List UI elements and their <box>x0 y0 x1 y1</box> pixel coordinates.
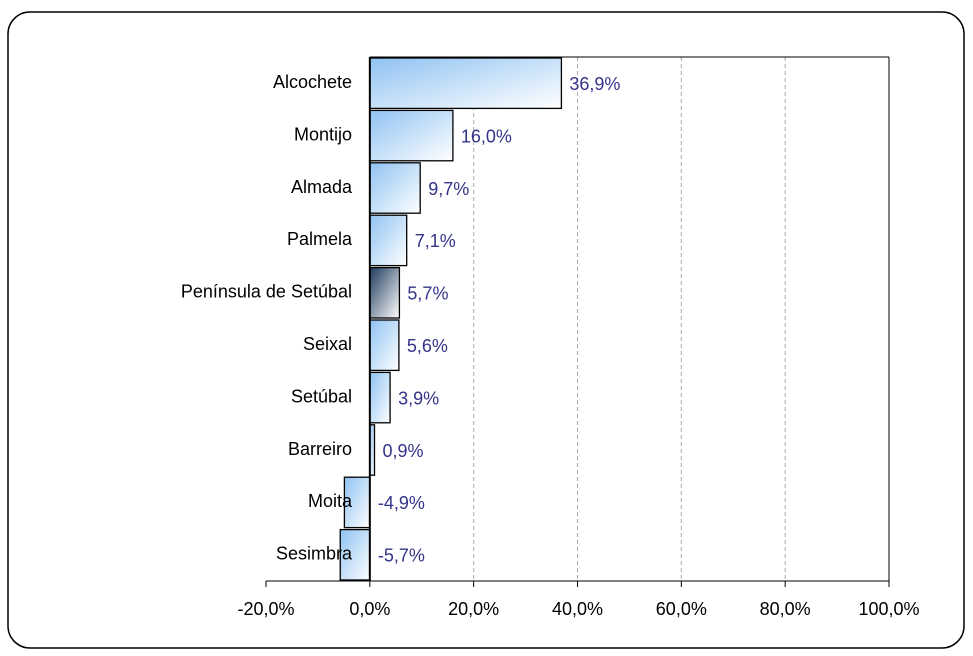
bar <box>339 528 371 581</box>
category-label: Barreiro <box>288 439 352 459</box>
category-label: Seixal <box>303 334 352 354</box>
frame <box>7 11 965 649</box>
category-label: Alcochete <box>273 72 352 92</box>
x-tick-label: 80,0% <box>760 599 811 619</box>
value-label: 5,7% <box>407 284 448 304</box>
value-label: 9,7% <box>428 179 469 199</box>
bar <box>369 371 391 424</box>
category-label: Sesimbra <box>276 544 353 564</box>
x-tick-label: 60,0% <box>656 599 707 619</box>
x-tick-label: 20,0% <box>448 599 499 619</box>
bar <box>369 214 408 267</box>
value-label: 16,0% <box>461 126 512 146</box>
category-label: Moita <box>308 491 353 511</box>
value-label: 36,9% <box>569 74 620 94</box>
bar <box>369 57 563 110</box>
bar <box>369 319 400 372</box>
bar <box>369 162 421 214</box>
value-label: 7,1% <box>415 231 456 251</box>
category-label: Setúbal <box>291 386 352 406</box>
bar <box>369 266 401 319</box>
value-label: -4,9% <box>378 493 425 513</box>
x-tick-label: 0,0% <box>349 599 390 619</box>
category-label: Península de Setúbal <box>181 282 352 302</box>
x-tick-label: 100,0% <box>858 599 919 619</box>
category-label: Almada <box>291 177 353 197</box>
value-label: -5,7% <box>378 546 425 566</box>
bar <box>369 109 454 162</box>
category-label: Montijo <box>294 124 352 144</box>
bar <box>343 476 371 529</box>
value-label: 0,9% <box>383 441 424 461</box>
x-tick-label: 40,0% <box>552 599 603 619</box>
value-label: 5,6% <box>407 336 448 356</box>
x-tick-label: -20,0% <box>237 599 294 619</box>
category-label: Palmela <box>287 229 353 249</box>
value-label: 3,9% <box>398 388 439 408</box>
